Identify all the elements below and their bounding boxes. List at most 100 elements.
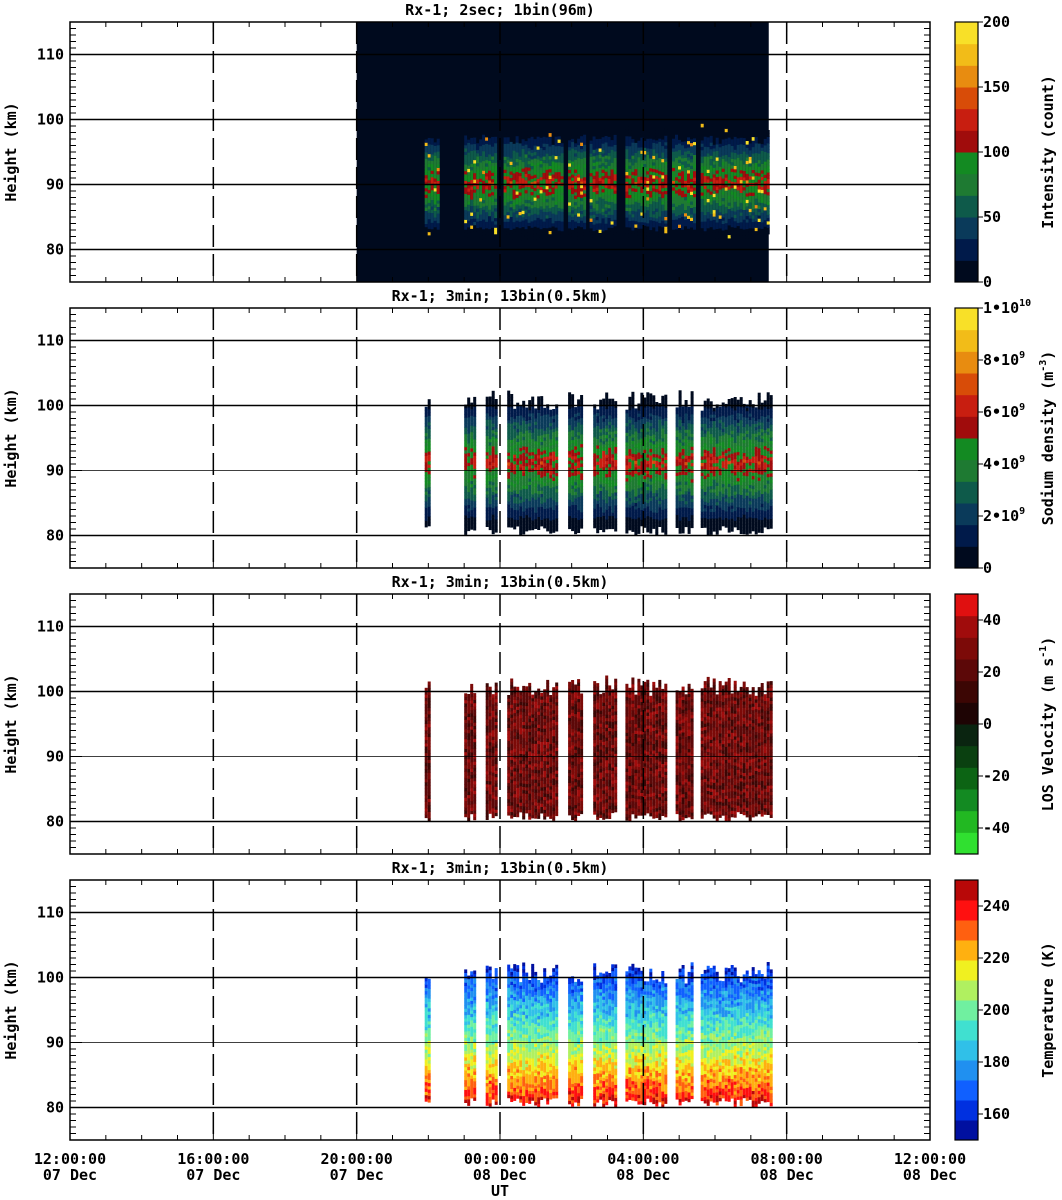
data-cell	[637, 179, 641, 184]
data-cell	[470, 212, 474, 216]
data-cell	[539, 186, 543, 191]
data-cell	[736, 164, 740, 168]
data-cell	[494, 499, 498, 504]
data-cell	[522, 459, 526, 463]
data-cell	[602, 453, 606, 458]
data-cell	[745, 232, 749, 236]
data-cell	[742, 203, 746, 207]
data-cell	[506, 156, 510, 161]
data-cell	[494, 412, 498, 416]
data-cell	[760, 199, 764, 203]
data-cell	[608, 444, 612, 448]
data-cell	[760, 157, 764, 161]
data-cell	[580, 223, 584, 228]
data-cell	[580, 492, 584, 497]
data-cell	[464, 206, 468, 211]
data-cell	[605, 490, 609, 494]
data-cell	[516, 422, 520, 426]
data-cell	[525, 462, 529, 467]
data-cell	[643, 196, 647, 200]
data-cell	[427, 431, 431, 436]
data-cell	[482, 216, 486, 220]
data-cell	[543, 407, 547, 412]
data-cell	[494, 152, 498, 157]
data-cell	[521, 223, 525, 228]
data-cell	[658, 177, 662, 181]
data-cell	[684, 154, 687, 158]
data-cell	[527, 196, 531, 201]
data-cell	[709, 139, 713, 143]
data-cell	[577, 226, 581, 230]
data-cell	[700, 227, 704, 232]
data-cell	[637, 212, 641, 216]
data-cell	[610, 146, 614, 150]
data-cell	[655, 156, 659, 160]
data-cell	[649, 155, 653, 159]
data-cell	[533, 190, 537, 195]
data-cell	[754, 208, 758, 212]
data-cell	[625, 494, 629, 498]
data-cell	[593, 453, 597, 457]
data-cell	[745, 173, 749, 178]
data-cell	[491, 426, 495, 431]
data-cell	[643, 147, 647, 151]
data-cell	[634, 188, 638, 192]
data-cell	[715, 209, 719, 213]
data-cell	[709, 191, 713, 195]
data-cell	[433, 168, 437, 172]
data-cell	[631, 508, 635, 513]
data-cell	[580, 473, 584, 477]
data-cell	[551, 161, 555, 165]
data-cell	[528, 406, 532, 411]
data-cell	[681, 187, 684, 191]
data-cell	[678, 198, 681, 202]
data-cell	[494, 522, 498, 527]
data-cell	[506, 179, 510, 183]
data-cell	[507, 397, 511, 401]
data-cell	[473, 458, 477, 463]
data-cell	[718, 221, 722, 226]
data-cell	[646, 226, 650, 230]
data-cell	[467, 400, 471, 405]
data-cell	[631, 518, 635, 523]
data-cell	[745, 167, 749, 171]
data-cell	[540, 500, 544, 504]
data-cell	[605, 428, 609, 432]
data-cell	[577, 425, 581, 429]
data-cell	[577, 138, 581, 142]
data-cell	[516, 496, 520, 501]
data-cell	[628, 136, 632, 140]
data-cell	[577, 196, 581, 201]
data-cell	[605, 460, 609, 465]
data-cell	[473, 419, 477, 424]
data-cell	[678, 156, 681, 160]
data-cell	[664, 229, 668, 234]
data-cell	[766, 159, 770, 163]
data-cell	[574, 162, 578, 167]
data-cell	[542, 218, 546, 222]
data-cell	[596, 428, 600, 433]
data-cell	[507, 517, 511, 521]
data-cell	[709, 168, 713, 172]
data-cell	[718, 202, 722, 206]
data-cell	[580, 518, 584, 523]
data-cell	[736, 219, 740, 223]
data-cell	[527, 147, 531, 152]
data-cell	[595, 138, 599, 143]
data-cell	[512, 153, 516, 158]
data-cell	[610, 159, 614, 163]
data-cell	[551, 196, 555, 201]
data-cell	[571, 491, 575, 496]
data-cell	[605, 473, 609, 478]
data-cell	[574, 169, 578, 173]
data-cell	[464, 417, 468, 422]
data-cell	[545, 211, 549, 216]
data-cell	[580, 139, 584, 143]
data-cell	[494, 464, 498, 468]
data-cell	[583, 177, 587, 181]
data-cell	[516, 402, 520, 407]
data-cell	[542, 162, 546, 167]
data-cell	[467, 413, 471, 418]
data-cell	[549, 458, 553, 463]
data-cell	[598, 148, 602, 152]
